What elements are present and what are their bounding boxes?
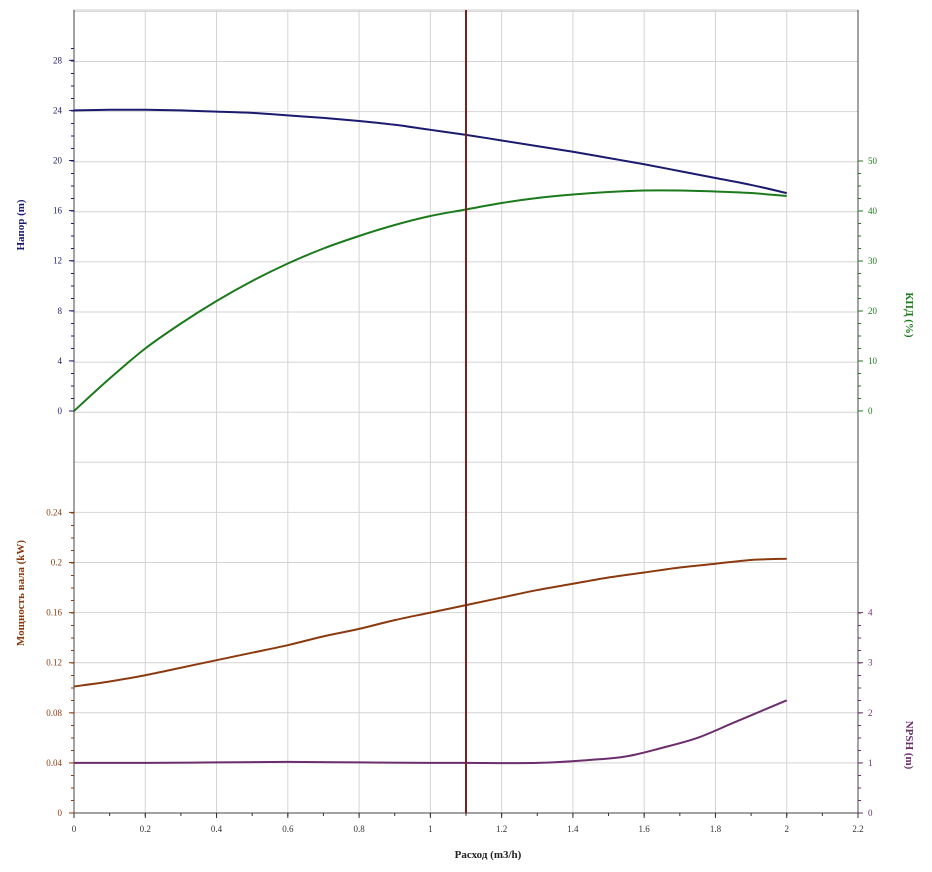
left-tick-label: 8 — [58, 306, 63, 316]
x-tick-label: 1 — [428, 824, 433, 834]
x-tick-label: 1.4 — [567, 824, 579, 834]
right-tick-label: 0 — [868, 808, 873, 818]
right-tick-label: 40 — [868, 206, 878, 216]
left-tick-label: 4 — [58, 356, 63, 366]
head-curve — [73, 108, 787, 195]
right-tick-label: 10 — [868, 356, 878, 366]
left-tick-label: 16 — [53, 206, 63, 216]
left-tick-label: 20 — [53, 156, 63, 166]
x-tick-label: 2 — [784, 824, 789, 834]
left-tick-label: 0.04 — [46, 758, 62, 768]
npsh-axis-label: NPSH (m) — [903, 721, 915, 770]
x-tick-label: 0.8 — [353, 824, 365, 834]
right-tick-label: 50 — [868, 156, 878, 166]
right-tick-label: 1 — [868, 758, 873, 768]
x-tick-label: 0.6 — [282, 824, 294, 834]
axis-labels: Расход (m3/h) Напор (m) КПД (%) Мощность… — [15, 199, 915, 861]
right-tick-label: 2 — [868, 708, 873, 718]
left-tick-label: 12 — [53, 256, 62, 266]
right-tick-label: 3 — [868, 658, 873, 668]
left-tick-label: 0 — [58, 406, 63, 416]
left-tick-label: 28 — [53, 55, 63, 65]
left-tick-label: 0.16 — [46, 608, 62, 618]
axes: 0 0.2 0.4 0.6 0.8 1 1.2 1.4 1.6 1.8 2 2.20481216202… — [46, 10, 878, 834]
x-tick-label: 2.2 — [852, 824, 863, 834]
left-tick-label: 0.2 — [51, 558, 62, 568]
x-axis-label: Расход (m3/h) — [455, 849, 522, 861]
head-axis-label: Напор (m) — [15, 199, 27, 250]
x-tick-label: 0 — [72, 824, 77, 834]
left-tick-label: 0 — [58, 808, 63, 818]
x-tick-label: 1.8 — [710, 824, 722, 834]
right-tick-label: 20 — [868, 306, 878, 316]
right-tick-label: 4 — [868, 608, 873, 618]
right-tick-label: 30 — [868, 256, 878, 266]
left-tick-label: 0.08 — [46, 708, 62, 718]
right-tick-label: 0 — [868, 406, 873, 416]
npsh-curve — [73, 699, 788, 765]
power-curve — [73, 557, 787, 688]
x-tick-label: 0.2 — [140, 824, 151, 834]
left-tick-label: 24 — [53, 105, 63, 115]
x-tick-label: 0.4 — [211, 824, 223, 834]
power-axis-label: Мощность вала (kW) — [15, 540, 27, 646]
efficiency-curve — [73, 189, 787, 412]
series-layer — [73, 10, 788, 813]
left-tick-label: 0.12 — [46, 658, 62, 668]
x-tick-label: 1.6 — [639, 824, 651, 834]
x-tick-label: 1.2 — [496, 824, 507, 834]
left-tick-label: 0.24 — [46, 507, 62, 517]
efficiency-axis-label: КПД (%) — [903, 292, 915, 338]
